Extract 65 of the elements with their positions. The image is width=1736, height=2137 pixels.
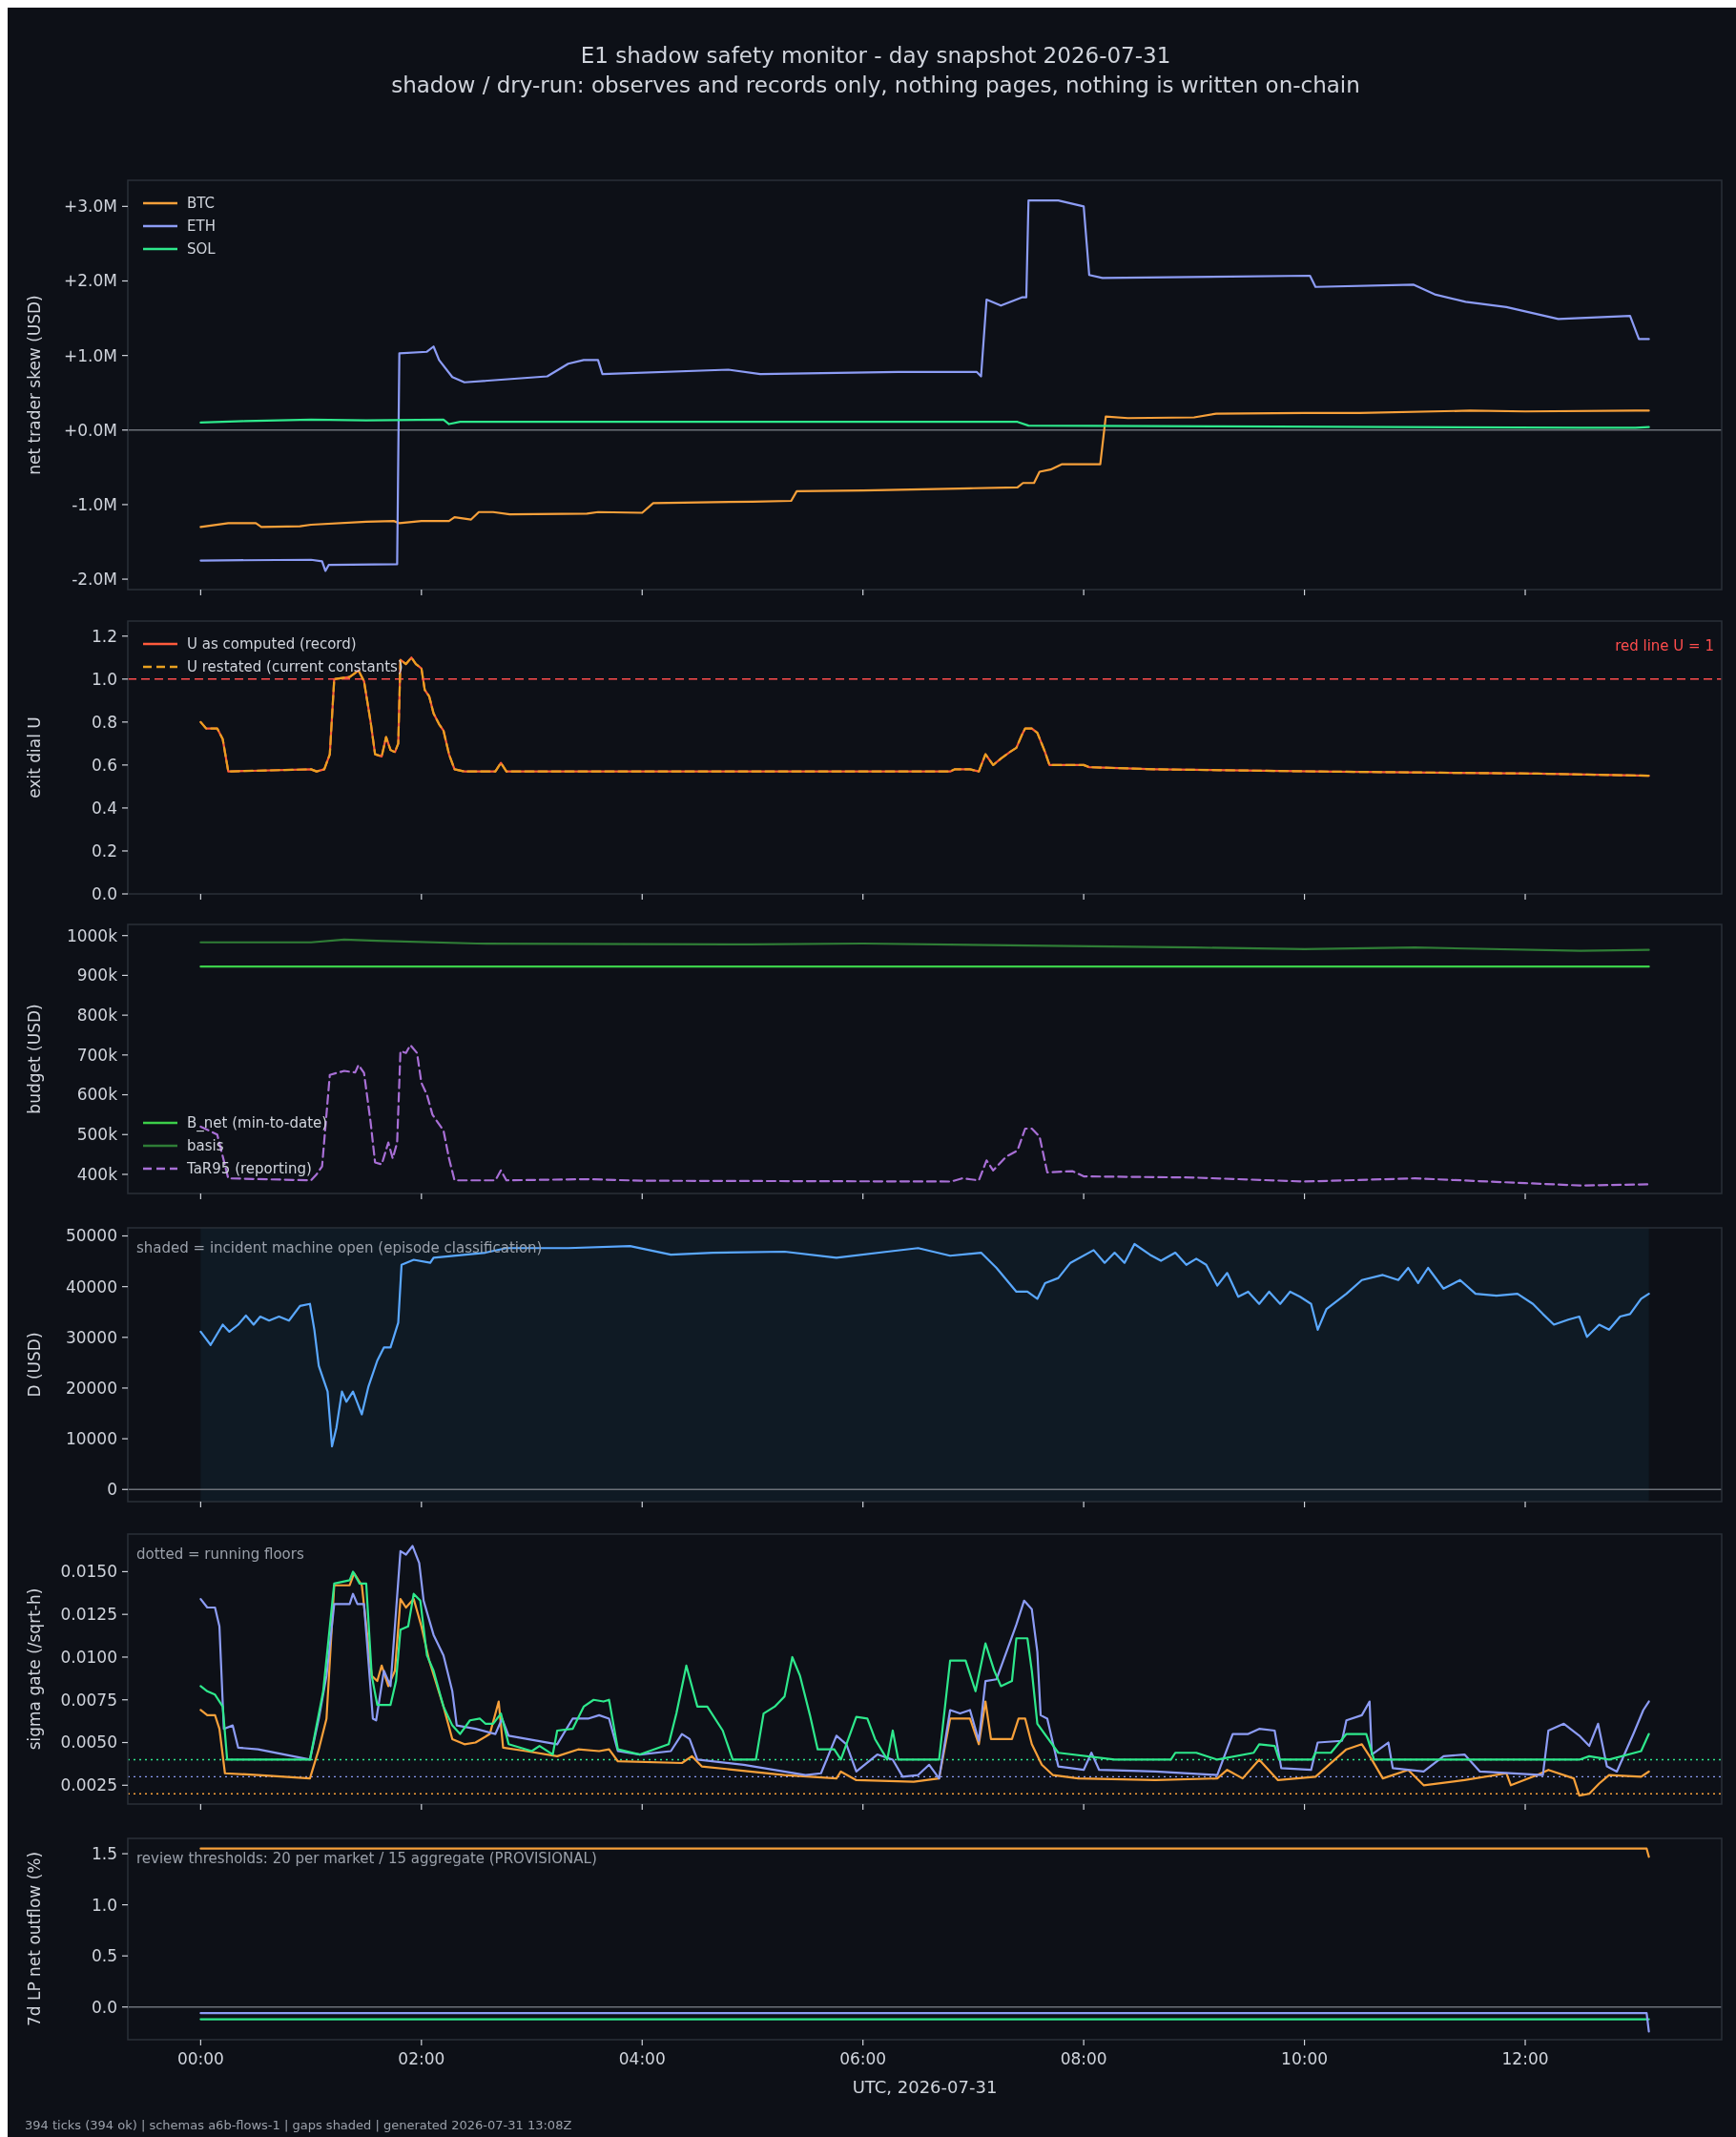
y-tick-label: 0 xyxy=(107,1480,117,1500)
legend-label: ETH xyxy=(187,218,216,236)
y-tick-label: 0.0025 xyxy=(60,1775,117,1795)
y-tick-label: 1.2 xyxy=(91,626,117,646)
y-tick-label: 400k xyxy=(76,1164,118,1184)
y-tick-label: 700k xyxy=(76,1045,118,1065)
y-tick-label: 0.6 xyxy=(91,755,117,775)
y-tick-label: 0.0075 xyxy=(60,1690,117,1710)
y-tick-label: 30000 xyxy=(65,1327,117,1347)
annotation: review thresholds: 20 per market / 15 aggregate (PROVISIONAL) xyxy=(136,1850,597,1867)
annotation: dotted = running floors xyxy=(136,1546,304,1563)
y-tick-label: 500k xyxy=(76,1125,118,1145)
y-axis-title: sigma gate (/sqrt-h) xyxy=(25,1587,44,1751)
y-tick-label: 0.8 xyxy=(91,712,117,732)
y-tick-label: 0.0150 xyxy=(60,1562,117,1582)
x-tick-label: 00:00 xyxy=(176,2049,224,2068)
x-tick-label: 04:00 xyxy=(618,2049,666,2068)
ref-line-label: red line U = 1 xyxy=(1615,636,1714,654)
y-tick-label: +2.0M xyxy=(64,271,117,291)
x-tick-label: 06:00 xyxy=(839,2049,887,2068)
y-tick-label: 0.0 xyxy=(91,1997,117,2017)
y-tick-label: 900k xyxy=(76,965,118,986)
y-tick-label: 1.0 xyxy=(91,669,117,689)
x-axis-title: UTC, 2026-07-31 xyxy=(852,2077,998,2097)
y-tick-label: 600k xyxy=(76,1085,118,1105)
y-tick-label: +3.0M xyxy=(64,197,117,217)
y-axis-title: D (USD) xyxy=(25,1332,44,1398)
x-tick-label: 12:00 xyxy=(1501,2049,1549,2068)
x-tick-label: 10:00 xyxy=(1281,2049,1329,2068)
y-tick-label: +0.0M xyxy=(64,420,117,440)
y-tick-label: 0.0 xyxy=(91,883,117,903)
x-tick-label: 02:00 xyxy=(398,2049,445,2068)
x-tick-label: 08:00 xyxy=(1060,2049,1107,2068)
legend-label: U as computed (record) xyxy=(187,635,357,654)
legend-label: B_net (min-to-date) xyxy=(187,1114,328,1133)
chart-title: E1 shadow safety monitor - day snapshot 2026-07-31 xyxy=(580,43,1171,68)
legend-label: SOL xyxy=(187,240,217,259)
y-tick-label: 800k xyxy=(76,1006,118,1026)
y-tick-label: 0.4 xyxy=(91,798,117,818)
y-tick-label: 0.2 xyxy=(91,840,117,861)
legend-label: TaR95 (reporting) xyxy=(186,1160,312,1178)
y-axis-title: 7d LP net outflow (%) xyxy=(25,1851,44,2027)
y-tick-label: 0.0100 xyxy=(60,1647,117,1667)
y-tick-label: -1.0M xyxy=(72,494,117,514)
y-axis-title: budget (USD) xyxy=(25,1004,44,1114)
y-tick-label: 0.5 xyxy=(91,1946,117,1966)
line-series xyxy=(199,418,1650,429)
y-tick-label: 10000 xyxy=(65,1429,117,1449)
y-tick-label: 1.0 xyxy=(91,1895,117,1915)
y-axis-title: net trader skew (USD) xyxy=(25,295,44,475)
y-tick-label: 50000 xyxy=(65,1226,117,1246)
y-tick-label: 40000 xyxy=(65,1276,117,1297)
y-tick-label: +1.0M xyxy=(64,345,117,365)
chart-subtitle: shadow / dry-run: observes and records only, nothing pages, nothing is written on-chain xyxy=(391,73,1360,97)
y-tick-label: 0.0125 xyxy=(60,1605,117,1625)
line-series xyxy=(199,409,1650,529)
line-series xyxy=(199,938,1650,952)
y-tick-label: -2.0M xyxy=(72,570,117,590)
legend-label: BTC xyxy=(187,195,216,213)
y-tick-label: 20000 xyxy=(65,1378,117,1398)
y-axis-title: exit dial U xyxy=(25,716,44,799)
text: 394 ticks (394 ok) | schemas a6b-flows-1 | gaps shaded | generated 2026-07-31 13:08Z xyxy=(25,2118,572,2132)
y-tick-label: 0.0050 xyxy=(60,1732,117,1753)
y-tick-label: 1.5 xyxy=(91,1844,117,1864)
y-tick-label: 1000k xyxy=(66,925,118,945)
